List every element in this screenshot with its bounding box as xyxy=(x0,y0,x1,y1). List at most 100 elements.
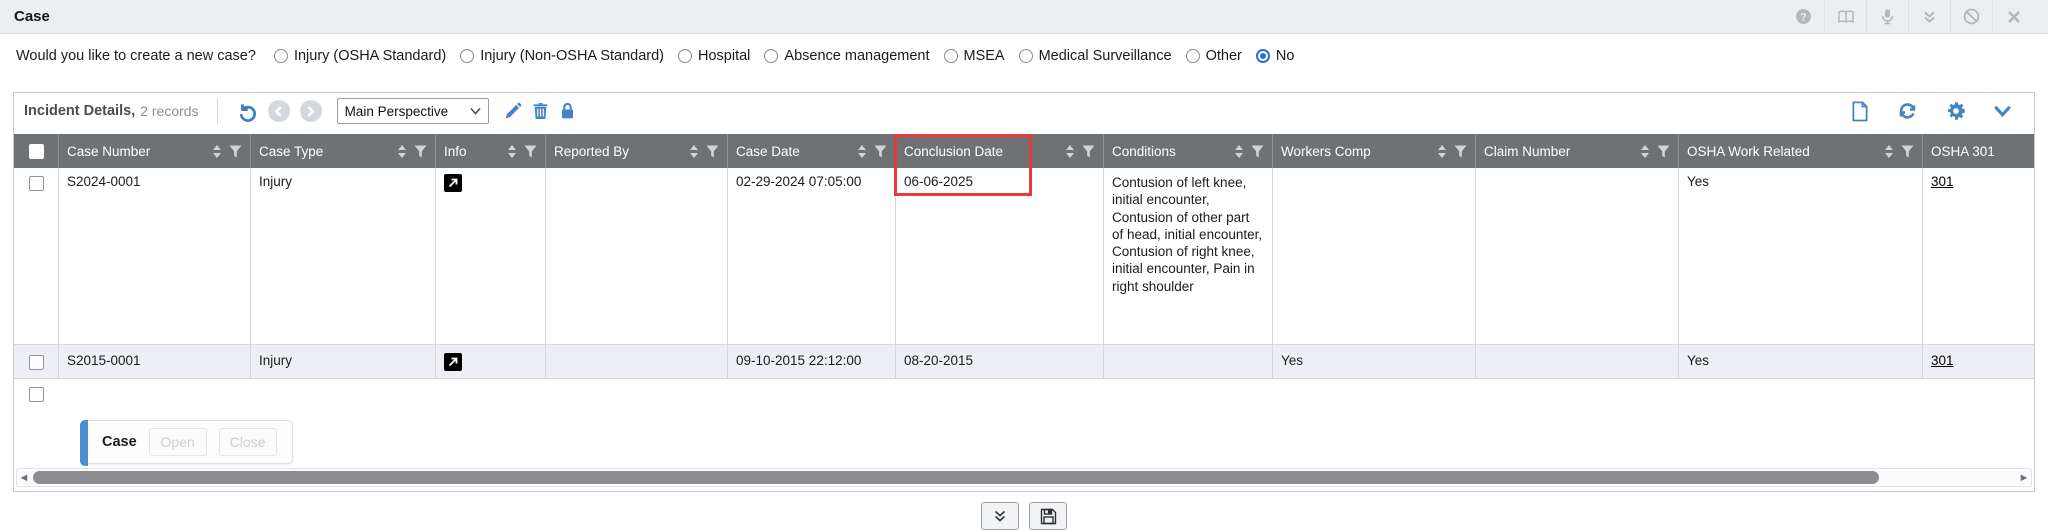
radio-no[interactable]: No xyxy=(1255,48,1294,64)
cell-reported-by xyxy=(545,168,727,344)
block-icon[interactable] xyxy=(1950,0,1992,33)
osha-301-link[interactable]: 301 xyxy=(1931,353,1954,368)
delete-trash-icon[interactable] xyxy=(532,102,549,120)
col-label: OSHA 301 xyxy=(1931,143,1995,159)
new-document-icon[interactable] xyxy=(1851,100,1869,122)
radio-other[interactable]: Other xyxy=(1185,48,1242,64)
filter-icon[interactable] xyxy=(414,145,427,158)
grid-record-count: 2 records xyxy=(140,103,199,119)
filter-icon[interactable] xyxy=(1454,145,1467,158)
col-header-case-number[interactable]: Case Number xyxy=(58,134,250,168)
new-row-checkbox-cell[interactable] xyxy=(14,379,58,406)
help-icon[interactable]: ? xyxy=(1782,0,1824,33)
col-header-reported-by[interactable]: Reported By xyxy=(545,134,727,168)
select-all-checkbox-cell[interactable] xyxy=(14,134,58,168)
filter-icon[interactable] xyxy=(1901,145,1914,158)
col-header-osha-301[interactable]: OSHA 301 xyxy=(1922,134,2034,168)
sort-icon[interactable] xyxy=(1234,144,1244,158)
radio-icon[interactable] xyxy=(678,49,693,63)
row-checkbox[interactable] xyxy=(28,176,44,191)
radio-icon[interactable] xyxy=(764,49,779,63)
prev-page-icon[interactable] xyxy=(267,100,290,122)
select-all-checkbox[interactable] xyxy=(28,143,44,159)
sort-icon[interactable] xyxy=(857,144,867,158)
cell-case-date: 02-29-2024 07:05:00 xyxy=(727,168,895,344)
radio-injury-non-osha[interactable]: Injury (Non-OSHA Standard) xyxy=(460,48,664,64)
expand-more-button[interactable] xyxy=(981,502,1019,530)
sort-icon[interactable] xyxy=(212,144,222,158)
cell-osha-301: 301 xyxy=(1922,345,2034,378)
col-header-workers-comp[interactable]: Workers Comp xyxy=(1272,134,1475,168)
col-header-claim-number[interactable]: Claim Number xyxy=(1475,134,1678,168)
undo-icon[interactable] xyxy=(237,101,258,122)
filter-icon[interactable] xyxy=(706,145,719,158)
bottom-action-bar xyxy=(0,502,2048,530)
open-record-icon[interactable] xyxy=(444,174,462,192)
radio-hospital[interactable]: Hospital xyxy=(678,48,750,64)
double-chevron-down-icon[interactable] xyxy=(1908,0,1950,33)
open-button[interactable]: Open xyxy=(148,428,207,456)
col-header-case-type[interactable]: Case Type xyxy=(250,134,435,168)
radio-msea[interactable]: MSEA xyxy=(943,48,1005,64)
cell-info xyxy=(435,168,545,344)
osha-301-link[interactable]: 301 xyxy=(1931,174,1954,189)
filter-icon[interactable] xyxy=(1251,145,1264,158)
edit-pencil-icon[interactable] xyxy=(504,102,522,120)
double-chevron-down-icon xyxy=(994,510,1006,522)
filter-icon[interactable] xyxy=(229,145,242,158)
radio-icon-selected[interactable] xyxy=(1255,49,1270,63)
refresh-icon[interactable] xyxy=(1897,101,1918,121)
scroll-right-arrow-icon[interactable]: ► xyxy=(2018,471,2030,484)
lock-icon[interactable] xyxy=(559,102,576,120)
radio-medical-surveillance[interactable]: Medical Surveillance xyxy=(1018,48,1172,64)
close-icon[interactable] xyxy=(1992,0,2034,33)
col-label: Reported By xyxy=(554,143,630,159)
radio-icon[interactable] xyxy=(460,49,475,63)
col-label: OSHA Work Related xyxy=(1687,143,1810,159)
filter-icon[interactable] xyxy=(1657,145,1670,158)
row-checkbox[interactable] xyxy=(28,355,44,370)
new-row-checkbox[interactable] xyxy=(28,387,44,402)
sort-icon[interactable] xyxy=(507,144,517,158)
scroll-left-arrow-icon[interactable]: ◄ xyxy=(18,471,30,484)
sort-icon[interactable] xyxy=(1437,144,1447,158)
row-checkbox-cell[interactable] xyxy=(14,168,58,344)
radio-injury-osha[interactable]: Injury (OSHA Standard) xyxy=(273,48,447,64)
tab-case[interactable]: Case xyxy=(102,434,137,450)
sort-icon[interactable] xyxy=(397,144,407,158)
collapse-chevron-icon[interactable] xyxy=(1994,105,2011,117)
radio-absence-management[interactable]: Absence management xyxy=(764,48,930,64)
filter-icon[interactable] xyxy=(524,145,537,158)
radio-icon[interactable] xyxy=(1185,49,1200,63)
radio-icon[interactable] xyxy=(943,49,958,63)
table-row[interactable]: S2024-0001 Injury 02-29-2024 07:05:00 06… xyxy=(14,168,2034,344)
settings-gear-icon[interactable] xyxy=(1946,101,1966,121)
book-icon[interactable] xyxy=(1824,0,1866,33)
radio-icon[interactable] xyxy=(273,49,288,63)
filter-icon[interactable] xyxy=(874,145,887,158)
cell-conditions: Contusion of left knee, initial encounte… xyxy=(1103,168,1272,344)
microphone-icon[interactable] xyxy=(1866,0,1908,33)
radio-label: Injury (Non-OSHA Standard) xyxy=(480,48,665,64)
open-record-icon[interactable] xyxy=(444,353,462,371)
radio-label: Injury (OSHA Standard) xyxy=(293,48,447,64)
col-header-conditions[interactable]: Conditions xyxy=(1103,134,1272,168)
col-header-info[interactable]: Info xyxy=(435,134,545,168)
sort-icon[interactable] xyxy=(1640,144,1650,158)
row-checkbox-cell[interactable] xyxy=(14,345,58,378)
next-page-icon[interactable] xyxy=(299,100,322,122)
sort-icon[interactable] xyxy=(1065,144,1075,158)
scrollbar-thumb[interactable] xyxy=(33,471,1879,484)
close-button[interactable]: Close xyxy=(218,428,277,456)
filter-icon[interactable] xyxy=(1082,145,1095,158)
col-header-osha-work-related[interactable]: OSHA Work Related xyxy=(1678,134,1922,168)
horizontal-scrollbar[interactable]: ◄ ► xyxy=(16,468,2032,487)
perspective-select[interactable]: Main Perspective xyxy=(336,98,489,124)
save-button[interactable] xyxy=(1029,502,1067,530)
sort-icon[interactable] xyxy=(689,144,699,158)
radio-icon[interactable] xyxy=(1018,49,1033,63)
col-header-case-date[interactable]: Case Date xyxy=(727,134,895,168)
sort-icon[interactable] xyxy=(1884,144,1894,158)
table-row[interactable]: S2015-0001 Injury 09-10-2015 22:12:00 08… xyxy=(14,344,2034,379)
col-header-conclusion-date[interactable]: Conclusion Date xyxy=(895,134,1103,168)
